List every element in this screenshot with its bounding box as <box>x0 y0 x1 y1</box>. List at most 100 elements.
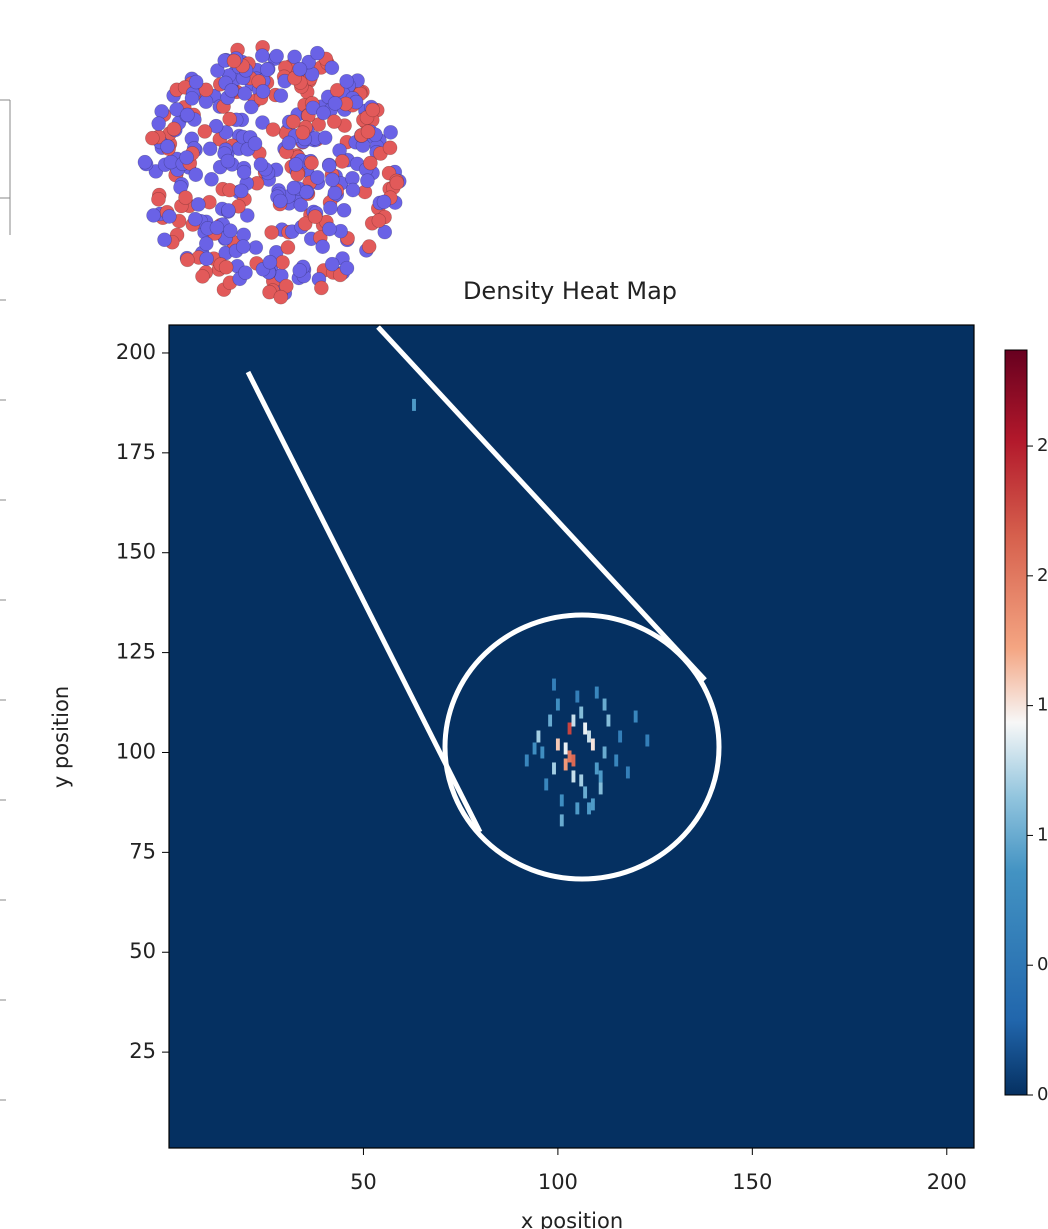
atom <box>390 176 404 190</box>
heatmap-cell <box>595 762 599 774</box>
atom <box>249 241 263 255</box>
atom <box>361 125 375 139</box>
atom <box>198 124 212 138</box>
atom <box>236 240 250 254</box>
atom <box>282 136 296 150</box>
atom <box>310 46 324 60</box>
atom <box>223 112 237 126</box>
atom <box>346 183 360 197</box>
colorbar <box>1005 350 1027 1095</box>
side-panel <box>0 100 10 1100</box>
x-tick-label: 150 <box>732 1170 772 1194</box>
atom <box>316 240 330 254</box>
atom <box>225 83 239 97</box>
atom <box>328 186 342 200</box>
heatmap-cell <box>591 738 595 750</box>
heatmap-cell <box>568 723 572 735</box>
heatmap-cell <box>560 814 564 826</box>
atom <box>327 115 341 129</box>
atom <box>328 96 342 110</box>
atom <box>238 266 252 280</box>
heatmap-cell <box>544 778 548 790</box>
atom <box>287 181 301 195</box>
atom <box>152 117 166 131</box>
atom <box>263 255 277 269</box>
y-tick-label: 175 <box>116 440 156 464</box>
atom <box>274 89 288 103</box>
atom <box>237 165 251 179</box>
heatmap-cell <box>591 798 595 810</box>
atom <box>305 156 319 170</box>
heatmap-cell <box>618 731 622 743</box>
atom <box>337 203 351 217</box>
atom <box>276 255 290 269</box>
heatmap-cell <box>525 754 529 766</box>
heatmap-cell <box>560 794 564 806</box>
heatmap-cell <box>564 758 568 770</box>
atom <box>191 197 205 211</box>
atom <box>158 233 172 247</box>
y-tick-label: 200 <box>116 340 156 364</box>
atom <box>372 214 386 228</box>
molecule-illustration <box>138 40 406 304</box>
heatmap-cell <box>583 786 587 798</box>
heatmap-cell <box>583 723 587 735</box>
heatmap-cell <box>599 770 603 782</box>
heatmap-cell <box>607 715 611 727</box>
heatmap-cell <box>568 750 572 762</box>
atom <box>384 125 398 139</box>
heatmap-background <box>169 325 974 1148</box>
x-tick-label: 200 <box>927 1170 967 1194</box>
atom <box>221 203 235 217</box>
heatmap-cell <box>572 770 576 782</box>
atom <box>138 155 152 169</box>
atom <box>322 222 336 236</box>
x-tick-label: 100 <box>538 1170 578 1194</box>
atom <box>318 131 332 145</box>
atom <box>255 49 269 63</box>
atom <box>256 84 270 98</box>
heatmap-cell <box>603 699 607 711</box>
heatmap-cell <box>556 738 560 750</box>
heatmap-cell <box>540 746 544 758</box>
heatmap-cell <box>603 746 607 758</box>
page: Density Heat Map x position y position 5… <box>0 0 1048 1229</box>
atom <box>270 49 284 63</box>
atom <box>286 115 300 129</box>
y-tick-label: 100 <box>116 739 156 763</box>
heatmap-cell <box>599 782 603 794</box>
atom <box>200 252 214 266</box>
atom <box>274 290 288 304</box>
atom <box>293 263 307 277</box>
atom <box>363 156 377 170</box>
heatmap-cell <box>572 715 576 727</box>
atom <box>322 159 336 173</box>
atom <box>180 253 194 267</box>
y-tick-label: 125 <box>116 640 156 664</box>
heatmap-cell <box>412 399 416 411</box>
atom <box>260 62 274 76</box>
atom <box>227 54 241 68</box>
atom <box>254 157 268 171</box>
atom <box>204 172 218 186</box>
atom <box>203 142 217 156</box>
atom <box>188 212 202 226</box>
atom <box>325 257 339 271</box>
x-axis-label: x position <box>521 1209 623 1229</box>
atom <box>383 141 397 155</box>
atom <box>362 240 376 254</box>
heatmap-cell <box>587 802 591 814</box>
atom <box>147 208 161 222</box>
atom <box>340 74 354 88</box>
heatmap-cell <box>537 731 541 743</box>
atom <box>281 240 295 254</box>
x-tick-label: 50 <box>350 1170 377 1194</box>
heatmap-cell <box>595 687 599 699</box>
atom <box>366 103 380 117</box>
heatmap-cell <box>556 699 560 711</box>
atom <box>179 191 193 205</box>
heatmap-cell <box>572 754 576 766</box>
atom <box>180 151 194 165</box>
atom <box>299 185 313 199</box>
atom <box>296 126 310 140</box>
